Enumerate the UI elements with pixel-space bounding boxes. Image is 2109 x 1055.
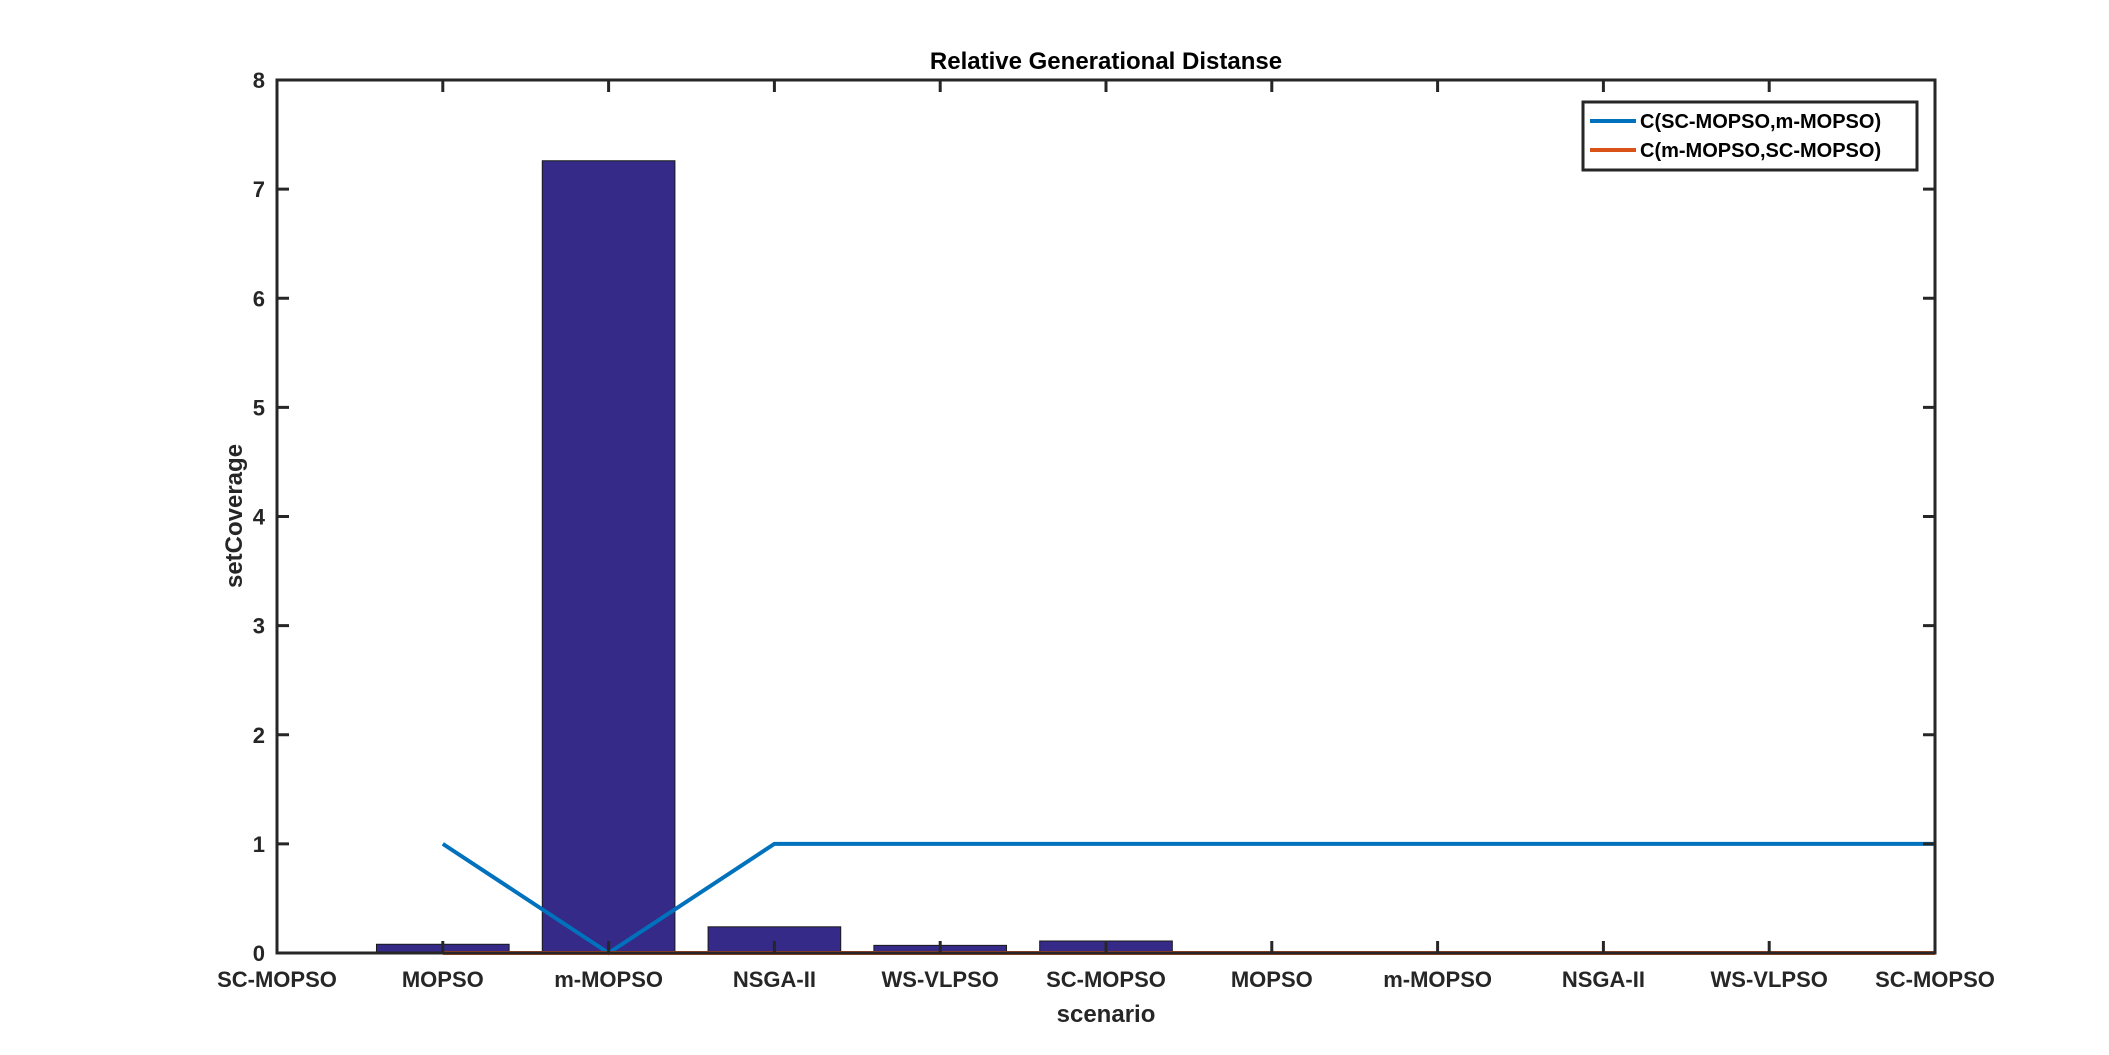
labels-layer: SC-MOPSO MOPSO m-MOPSO NSGA-II WS-VLPSO SC-MO…	[217, 68, 1995, 992]
y-tick-label-2: 1	[253, 832, 265, 857]
legend-label-series-2: C(m-MOPSO,SC-MOPSO)	[1640, 140, 1881, 162]
y-tick-label-7: 6	[253, 286, 265, 311]
x-tick-label-4: NSGA-II	[733, 967, 816, 992]
x-tick-label-2: MOPSO	[402, 967, 484, 992]
x-tick-label-1: SC-MOPSO	[217, 967, 337, 992]
x-tick-label-10: WS-VLPSO	[1711, 967, 1828, 992]
y-tick-label-1: 0	[253, 941, 265, 966]
x-tick-label-9: NSGA-II	[1562, 967, 1645, 992]
y-tick-label-8: 7	[253, 177, 265, 202]
y-tick-label-9: 8	[253, 68, 265, 93]
ticks-layer	[275, 78, 1937, 955]
y-axis-label: setCoverage	[221, 444, 248, 588]
y-tick-label-6: 5	[253, 395, 265, 420]
chart-title: Relative Generational Distanse	[930, 48, 1282, 75]
x-tick-label-5: WS-VLPSO	[882, 967, 999, 992]
y-tick-label-3: 2	[253, 723, 265, 748]
series-line-1	[441, 841, 1935, 956]
y-tick-label-4: 3	[253, 614, 265, 639]
y-tick-label-5: 4	[253, 505, 266, 530]
x-tick-label-8: m-MOPSO	[1383, 967, 1492, 992]
x-tick-label-6: SC-MOPSO	[1046, 967, 1166, 992]
legend-box	[1581, 100, 1919, 172]
x-tick-label-3: m-MOPSO	[554, 967, 663, 992]
legend: C(SC-MOPSO,m-MOPSO) C(m-MOPSO,SC-MOPSO)	[1581, 100, 1919, 172]
legend-label-series-1: C(SC-MOPSO,m-MOPSO)	[1640, 111, 1881, 133]
bar-3	[541, 160, 676, 954]
x-axis-label: scenario	[1057, 1001, 1156, 1028]
x-tick-label-11: SC-MOPSO	[1875, 967, 1995, 992]
x-tick-label-7: MOPSO	[1231, 967, 1313, 992]
